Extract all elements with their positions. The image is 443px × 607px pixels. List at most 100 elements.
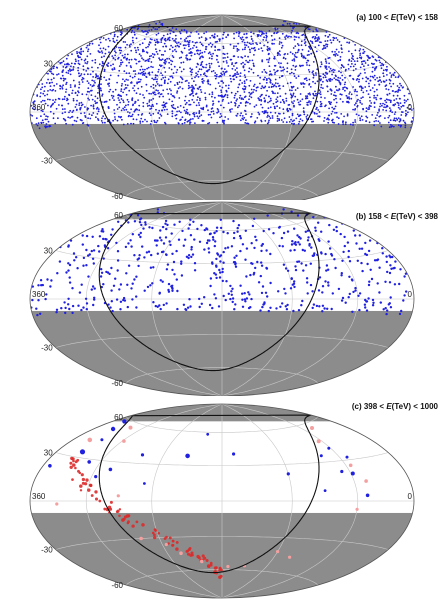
event-marker <box>387 99 389 101</box>
event-marker <box>273 32 275 35</box>
event-marker-blue <box>87 460 91 464</box>
event-marker <box>117 74 120 77</box>
event-marker <box>111 55 114 57</box>
event-marker <box>146 120 148 123</box>
event-marker <box>103 76 106 79</box>
event-marker <box>260 98 262 101</box>
event-marker <box>383 106 385 109</box>
event-marker <box>211 34 214 37</box>
event-marker <box>199 73 202 76</box>
latitude-label: 30 <box>44 449 53 458</box>
event-marker <box>260 47 263 50</box>
event-marker <box>157 89 159 92</box>
event-marker <box>244 104 247 107</box>
event-marker <box>265 81 268 84</box>
event-marker <box>318 239 321 242</box>
event-marker <box>328 223 331 227</box>
event-marker <box>173 96 176 99</box>
event-marker <box>240 56 243 58</box>
event-marker <box>347 63 350 66</box>
event-marker <box>170 29 172 32</box>
event-marker <box>399 119 402 122</box>
event-marker <box>189 103 192 106</box>
event-marker-red <box>76 458 80 462</box>
event-marker <box>126 43 128 46</box>
event-marker <box>332 39 335 42</box>
event-marker-red <box>209 561 213 565</box>
event-marker <box>295 56 298 59</box>
event-marker <box>354 44 356 46</box>
event-marker <box>339 98 342 100</box>
event-marker <box>148 24 151 26</box>
event-marker <box>53 84 56 87</box>
event-marker <box>241 298 244 301</box>
event-marker <box>279 54 281 56</box>
event-marker <box>327 117 329 120</box>
event-marker <box>321 291 324 294</box>
event-marker <box>230 245 234 248</box>
event-marker <box>265 32 268 35</box>
event-marker <box>301 64 303 67</box>
event-marker-red <box>107 505 112 510</box>
event-marker <box>188 43 190 46</box>
event-marker-red <box>77 469 80 473</box>
event-marker <box>308 71 311 73</box>
event-marker <box>229 297 232 301</box>
event-marker <box>92 70 94 73</box>
event-marker <box>315 37 317 39</box>
event-marker <box>92 112 95 114</box>
event-marker <box>46 93 49 96</box>
event-marker <box>72 79 75 82</box>
event-marker <box>171 115 174 118</box>
energy-range-title: (b) 158 < E(TeV) < 398 <box>356 212 439 221</box>
event-marker <box>298 115 301 117</box>
event-marker <box>156 78 158 81</box>
event-marker <box>292 94 295 96</box>
event-marker <box>193 80 195 83</box>
event-marker <box>221 73 224 76</box>
event-marker <box>179 86 182 88</box>
event-marker <box>142 70 145 73</box>
event-marker <box>158 109 161 112</box>
event-marker <box>165 61 167 63</box>
event-marker <box>299 103 302 106</box>
event-marker <box>294 66 297 68</box>
event-marker <box>154 74 157 77</box>
event-marker <box>351 55 354 57</box>
event-marker <box>274 73 276 75</box>
event-marker <box>233 78 236 81</box>
event-marker <box>110 64 112 67</box>
event-marker <box>197 63 200 66</box>
event-marker <box>359 99 361 102</box>
event-marker <box>296 51 299 54</box>
event-marker <box>247 46 250 48</box>
event-marker <box>75 256 78 259</box>
event-marker <box>87 50 89 53</box>
event-marker <box>268 47 271 50</box>
event-marker <box>284 36 286 38</box>
event-marker <box>194 122 196 124</box>
event-marker <box>155 33 158 36</box>
event-marker <box>326 85 329 88</box>
event-marker <box>330 41 333 44</box>
event-marker <box>175 278 178 281</box>
event-marker <box>284 305 287 308</box>
event-marker <box>208 239 211 242</box>
event-marker <box>81 243 85 246</box>
event-marker <box>344 69 347 72</box>
longitude-label-right: 0 <box>408 103 413 112</box>
event-marker <box>160 239 163 242</box>
event-marker <box>72 99 75 102</box>
event-marker <box>121 83 123 85</box>
event-marker <box>391 111 394 114</box>
event-marker <box>316 100 319 103</box>
event-marker <box>382 109 384 111</box>
event-marker <box>252 32 255 35</box>
event-marker <box>275 85 278 88</box>
event-marker <box>293 38 296 41</box>
event-marker <box>293 105 295 108</box>
event-marker-blue <box>100 438 104 442</box>
event-marker <box>198 305 201 309</box>
event-marker <box>352 121 354 124</box>
